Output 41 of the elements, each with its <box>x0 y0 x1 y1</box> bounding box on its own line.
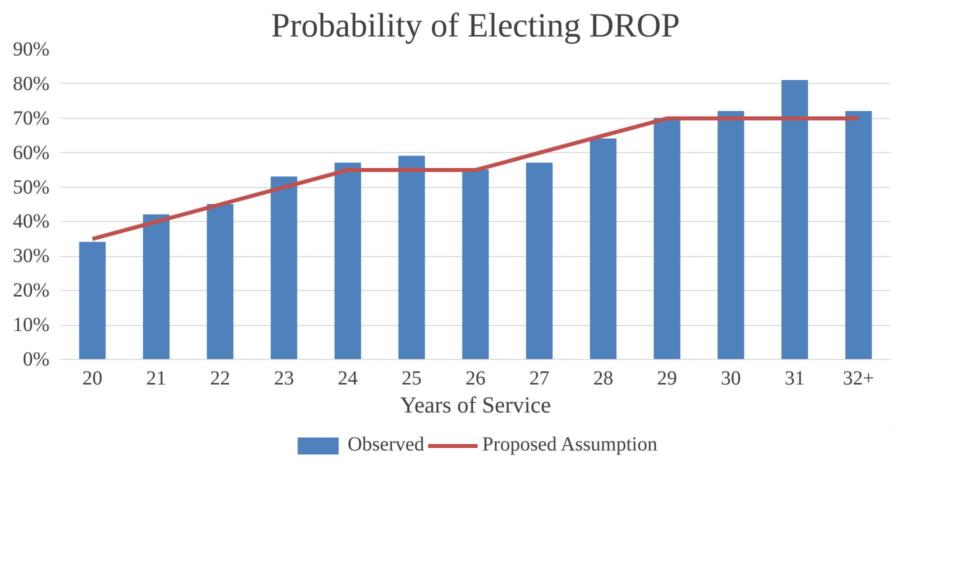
bar <box>654 118 680 360</box>
bar <box>781 80 808 360</box>
legend-label: Proposed Assumption <box>482 434 658 456</box>
y-tick-label: 60% <box>12 142 50 164</box>
bar <box>398 156 425 360</box>
bar <box>79 242 106 360</box>
x-tick-label: 26 <box>466 368 486 390</box>
x-tick-label: 23 <box>274 368 294 390</box>
x-tick-label: 24 <box>338 368 358 390</box>
bar <box>334 162 362 360</box>
bar <box>143 214 170 360</box>
y-tick-label: 30% <box>12 245 50 268</box>
y-tick-label: 90% <box>12 38 50 60</box>
bar <box>526 162 553 360</box>
x-tick-label: 27 <box>529 368 550 390</box>
bar <box>206 204 234 360</box>
x-axis-title: Years of Service <box>400 392 551 418</box>
line-series <box>90 116 861 241</box>
x-tick-label: 29 <box>657 368 678 390</box>
y-tick-label: 70% <box>12 107 50 130</box>
bar <box>845 111 872 360</box>
bar <box>462 170 489 360</box>
chart-title: Probability of Electing DROP <box>271 8 680 44</box>
x-tick-label: 20 <box>82 368 102 390</box>
x-tick-label: 25 <box>402 368 422 390</box>
y-tick-label: 80% <box>12 72 50 95</box>
x-tick-label: 30 <box>720 368 741 390</box>
y-tick-label: 10% <box>12 314 50 336</box>
x-tick-label: 21 <box>146 368 166 390</box>
x-tick-label: 22 <box>210 368 230 390</box>
x-tick-label: 28 <box>593 368 614 390</box>
x-tick-label: 32+ <box>842 368 874 390</box>
y-tick-label: 40% <box>12 210 50 233</box>
legend-label: Observed <box>348 434 424 456</box>
bar <box>590 138 616 360</box>
x-tick-label: 31 <box>784 368 805 390</box>
bar <box>270 176 298 360</box>
bar <box>718 111 744 360</box>
y-tick-label: 50% <box>12 176 50 198</box>
y-tick-label: 0% <box>22 348 50 370</box>
y-tick-label: 20% <box>12 280 50 302</box>
